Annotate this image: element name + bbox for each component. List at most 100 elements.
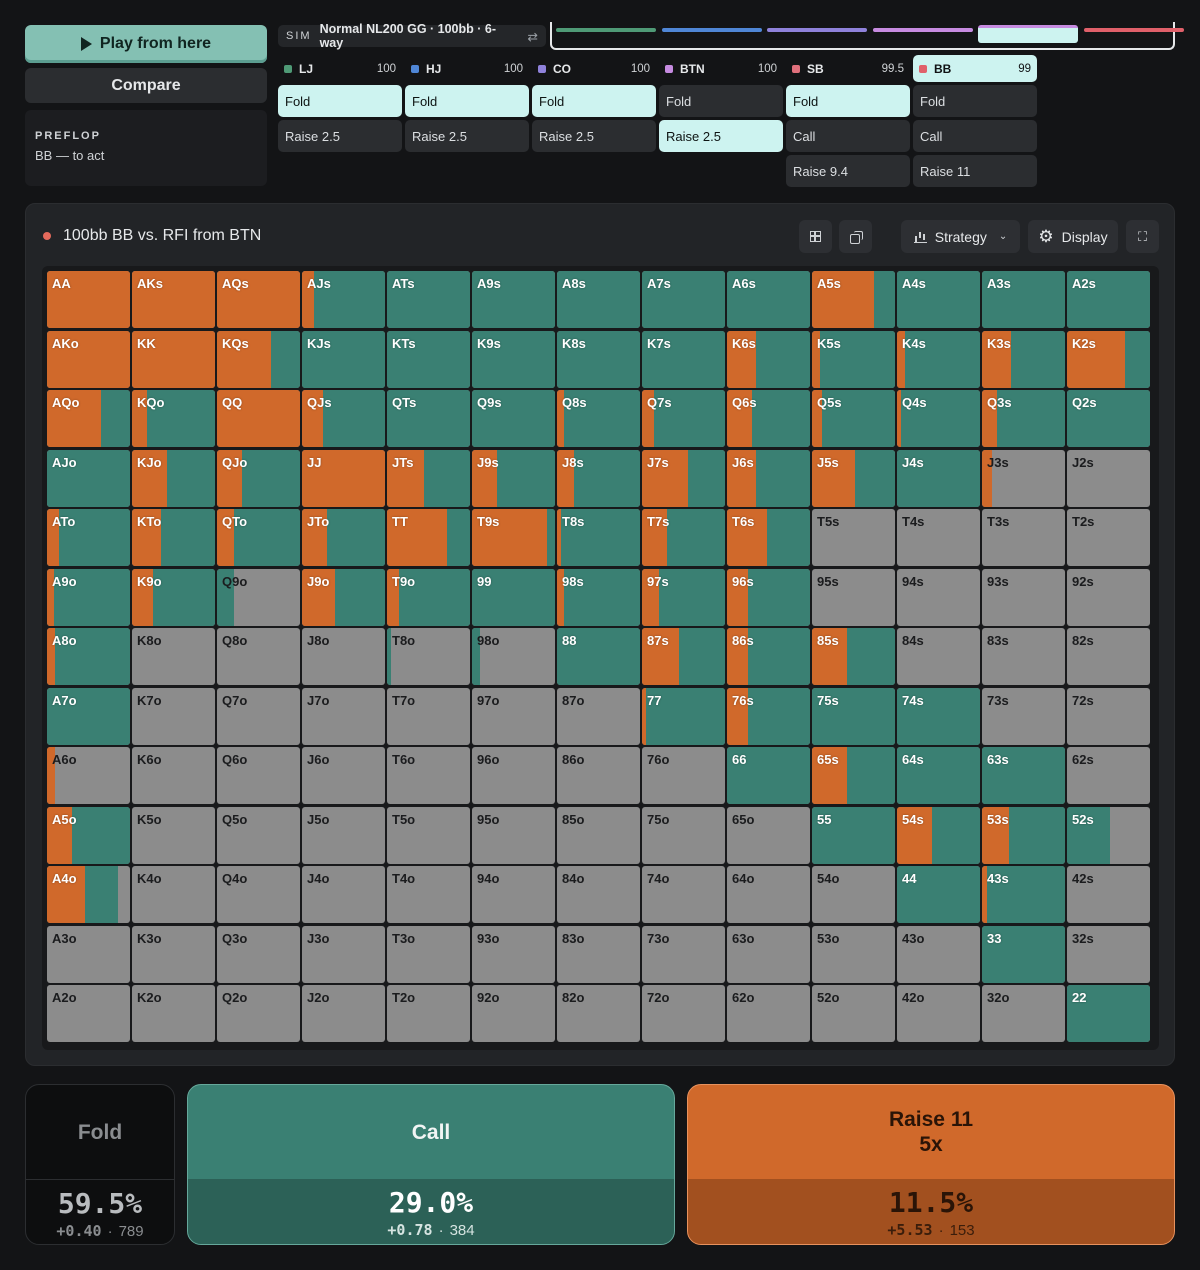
strategy-dropdown[interactable]: Strategy ⌄ — [901, 220, 1020, 253]
hand-cell-54s[interactable]: 54s — [897, 806, 980, 864]
hand-cell-ajs[interactable]: AJs — [302, 271, 385, 328]
hand-cell-tt[interactable]: TT — [387, 509, 470, 566]
hand-cell-76s[interactable]: 76s — [727, 687, 810, 745]
hand-cell-44[interactable]: 44 — [897, 866, 980, 923]
timeline-segment[interactable] — [556, 28, 656, 32]
hand-cell-j5s[interactable]: J5s — [812, 449, 895, 507]
hand-cell-t2o[interactable]: T2o — [387, 985, 470, 1042]
hand-cell-ako[interactable]: AKo — [47, 330, 130, 388]
hand-cell-t5s[interactable]: T5s — [812, 509, 895, 566]
hand-cell-95s[interactable]: 95s — [812, 568, 895, 626]
hand-cell-83o[interactable]: 83o — [557, 925, 640, 983]
hand-cell-54o[interactable]: 54o — [812, 866, 895, 923]
hand-cell-a8s[interactable]: A8s — [557, 271, 640, 328]
hand-cell-63s[interactable]: 63s — [982, 747, 1065, 804]
hand-cell-64o[interactable]: 64o — [727, 866, 810, 923]
hand-cell-87s[interactable]: 87s — [642, 628, 725, 685]
hand-cell-a2o[interactable]: A2o — [47, 985, 130, 1042]
hand-cell-t8o[interactable]: T8o — [387, 628, 470, 685]
hand-cell-k9s[interactable]: K9s — [472, 330, 555, 388]
hand-cell-t2s[interactable]: T2s — [1067, 509, 1150, 566]
hand-cell-t6o[interactable]: T6o — [387, 747, 470, 804]
hand-cell-62o[interactable]: 62o — [727, 985, 810, 1042]
hand-cell-84o[interactable]: 84o — [557, 866, 640, 923]
hand-cell-j9s[interactable]: J9s — [472, 449, 555, 507]
hand-cell-ats[interactable]: ATs — [387, 271, 470, 328]
hand-cell-aqs[interactable]: AQs — [217, 271, 300, 328]
hand-cell-72o[interactable]: 72o — [642, 985, 725, 1042]
hand-cell-43s[interactable]: 43s — [982, 866, 1065, 923]
hand-cell-65o[interactable]: 65o — [727, 806, 810, 864]
hand-cell-j5o[interactable]: J5o — [302, 806, 385, 864]
hand-cell-85s[interactable]: 85s — [812, 628, 895, 685]
hand-cell-q5s[interactable]: Q5s — [812, 390, 895, 447]
play-from-here-button[interactable]: Play from here — [25, 25, 267, 63]
hand-cell-75s[interactable]: 75s — [812, 687, 895, 745]
hand-cell-a4o[interactable]: A4o — [47, 866, 130, 923]
hand-cell-k7o[interactable]: K7o — [132, 687, 215, 745]
timeline-segment[interactable] — [978, 25, 1078, 43]
hand-cell-74o[interactable]: 74o — [642, 866, 725, 923]
position-header[interactable]: SB 99.5 — [786, 55, 910, 82]
hand-cell-q9o[interactable]: Q9o — [217, 568, 300, 626]
hand-cell-a2s[interactable]: A2s — [1067, 271, 1150, 328]
hand-cell-q8o[interactable]: Q8o — [217, 628, 300, 685]
hand-cell-k2o[interactable]: K2o — [132, 985, 215, 1042]
hand-cell-q7o[interactable]: Q7o — [217, 687, 300, 745]
hand-cell-92s[interactable]: 92s — [1067, 568, 1150, 626]
hand-cell-55[interactable]: 55 — [812, 806, 895, 864]
hand-cell-k7s[interactable]: K7s — [642, 330, 725, 388]
hand-cell-52o[interactable]: 52o — [812, 985, 895, 1042]
hand-cell-jts[interactable]: JTs — [387, 449, 470, 507]
hand-cell-jto[interactable]: JTo — [302, 509, 385, 566]
call-summary-card[interactable]: Call 29.0% +0.78 · 384 — [187, 1084, 675, 1245]
hand-cell-qjo[interactable]: QJo — [217, 449, 300, 507]
action-button[interactable]: Raise 2.5 — [659, 120, 783, 152]
hand-cell-q7s[interactable]: Q7s — [642, 390, 725, 447]
hand-cell-92o[interactable]: 92o — [472, 985, 555, 1042]
hand-cell-k9o[interactable]: K9o — [132, 568, 215, 626]
hand-cell-qq[interactable]: QQ — [217, 390, 300, 447]
hand-cell-t6s[interactable]: T6s — [727, 509, 810, 566]
position-header[interactable]: CO 100 — [532, 55, 656, 82]
hand-cell-63o[interactable]: 63o — [727, 925, 810, 983]
hand-cell-a9o[interactable]: A9o — [47, 568, 130, 626]
hand-cell-t7s[interactable]: T7s — [642, 509, 725, 566]
hand-cell-j8s[interactable]: J8s — [557, 449, 640, 507]
hand-cell-kto[interactable]: KTo — [132, 509, 215, 566]
hand-cell-j7s[interactable]: J7s — [642, 449, 725, 507]
action-button[interactable]: Fold — [532, 85, 656, 117]
hand-cell-k6s[interactable]: K6s — [727, 330, 810, 388]
hand-cell-k8o[interactable]: K8o — [132, 628, 215, 685]
hand-cell-j9o[interactable]: J9o — [302, 568, 385, 626]
hand-cell-94s[interactable]: 94s — [897, 568, 980, 626]
hand-cell-t9o[interactable]: T9o — [387, 568, 470, 626]
hand-cell-22[interactable]: 22 — [1067, 985, 1150, 1042]
position-header[interactable]: LJ 100 — [278, 55, 402, 82]
hand-cell-j8o[interactable]: J8o — [302, 628, 385, 685]
hand-cell-aqo[interactable]: AQo — [47, 390, 130, 447]
hand-cell-q4o[interactable]: Q4o — [217, 866, 300, 923]
hand-cell-94o[interactable]: 94o — [472, 866, 555, 923]
hand-cell-43o[interactable]: 43o — [897, 925, 980, 983]
hand-cell-t7o[interactable]: T7o — [387, 687, 470, 745]
action-button[interactable]: Raise 2.5 — [532, 120, 656, 152]
hand-cell-t3o[interactable]: T3o — [387, 925, 470, 983]
hand-cell-k3s[interactable]: K3s — [982, 330, 1065, 388]
hand-cell-qjs[interactable]: QJs — [302, 390, 385, 447]
hand-cell-84s[interactable]: 84s — [897, 628, 980, 685]
hand-cell-q3s[interactable]: Q3s — [982, 390, 1065, 447]
hand-cell-86o[interactable]: 86o — [557, 747, 640, 804]
action-timeline[interactable] — [550, 22, 1184, 50]
hand-cell-q3o[interactable]: Q3o — [217, 925, 300, 983]
hand-cell-k4o[interactable]: K4o — [132, 866, 215, 923]
hand-cell-q6o[interactable]: Q6o — [217, 747, 300, 804]
action-button[interactable]: Fold — [278, 85, 402, 117]
hand-cell-73s[interactable]: 73s — [982, 687, 1065, 745]
hand-cell-kjo[interactable]: KJo — [132, 449, 215, 507]
hand-cell-k5o[interactable]: K5o — [132, 806, 215, 864]
hand-cell-42s[interactable]: 42s — [1067, 866, 1150, 923]
action-button[interactable]: Fold — [913, 85, 1037, 117]
hand-cell-74s[interactable]: 74s — [897, 687, 980, 745]
hand-cell-82s[interactable]: 82s — [1067, 628, 1150, 685]
